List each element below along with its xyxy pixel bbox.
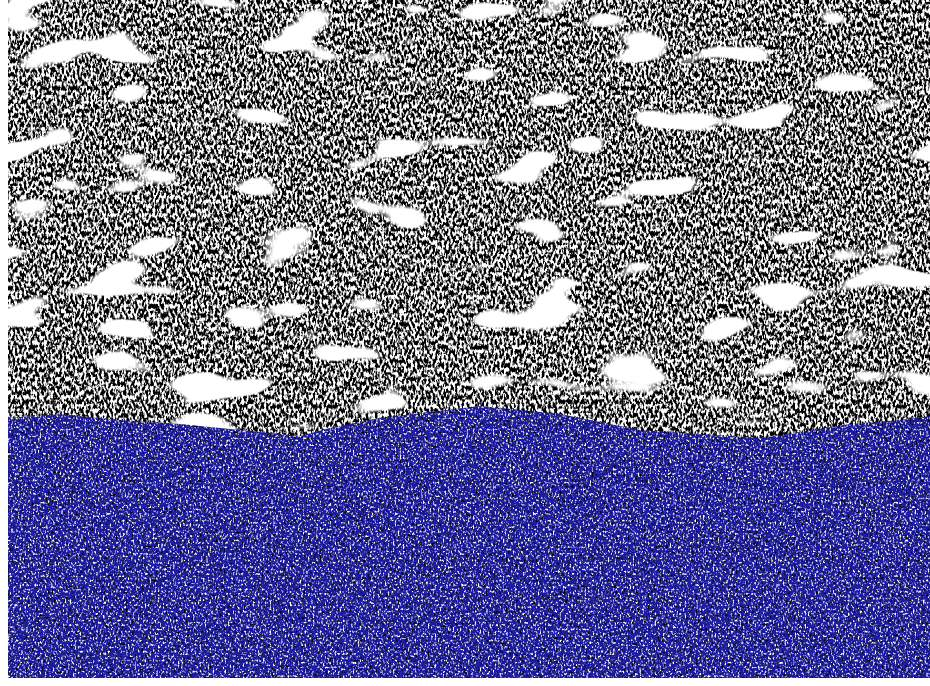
deposit-field bbox=[8, 0, 930, 678]
page bbox=[0, 0, 930, 686]
white-streaks bbox=[8, 0, 930, 440]
simulation-view bbox=[0, 0, 930, 686]
blue-dark-dots bbox=[8, 400, 930, 678]
blue-deposit bbox=[8, 400, 930, 678]
